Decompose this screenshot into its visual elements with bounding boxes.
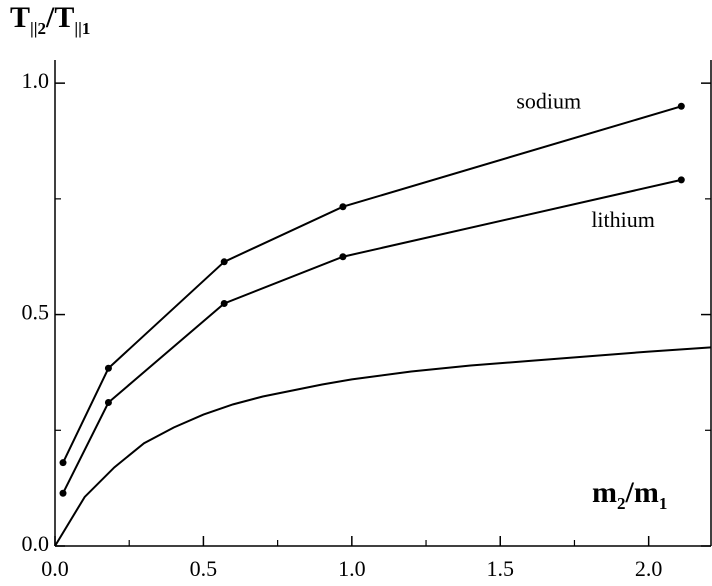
point <box>339 253 347 261</box>
series-label: sodium <box>516 88 581 113</box>
x-tick-label: 1.0 <box>338 556 366 581</box>
series-line <box>62 105 682 464</box>
x-title-part: /m <box>625 476 659 509</box>
y-title-part: ||1 <box>74 19 90 38</box>
x-axis-title: m2/m1 <box>592 476 667 513</box>
y-title-part: /T <box>45 1 74 34</box>
y-axis-title: T||2/T||1 <box>10 1 90 38</box>
y-title-part: ||2 <box>30 19 46 38</box>
point <box>104 364 112 372</box>
series-label: lithium <box>591 207 655 232</box>
y-title-part: T <box>10 1 30 34</box>
point <box>59 459 67 467</box>
y-tick-label: 0.0 <box>22 531 50 556</box>
x-title-part: 2 <box>617 494 626 513</box>
point <box>104 399 112 407</box>
series-line <box>54 346 712 547</box>
x-tick-label: 2.0 <box>635 556 663 581</box>
point <box>339 203 347 211</box>
series-line <box>62 178 682 494</box>
point <box>220 299 228 307</box>
x-title-part: 1 <box>659 494 668 513</box>
x-title-part: m <box>592 476 617 509</box>
x-tick-label: 0.5 <box>190 556 218 581</box>
y-tick-label: 1.0 <box>22 68 50 93</box>
point <box>677 176 685 184</box>
x-tick-label: 1.5 <box>486 556 514 581</box>
x-tick-label: 0.0 <box>41 556 69 581</box>
point <box>677 102 685 110</box>
point <box>220 258 228 266</box>
point <box>59 489 67 497</box>
y-tick-label: 0.5 <box>22 300 50 325</box>
